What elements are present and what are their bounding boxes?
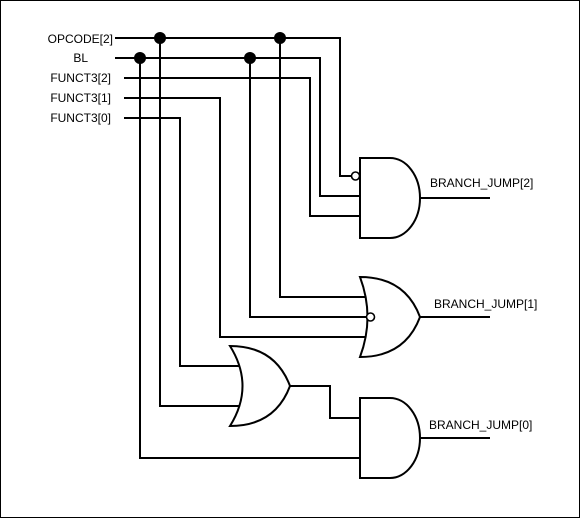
and-gate-top [359, 157, 421, 239]
junction-dot [274, 32, 286, 44]
wire-bl-to-and-top [115, 57, 360, 197]
output-label-bj2: BRANCH_JUMP[2] [430, 176, 533, 190]
input-label-funct3-1: FUNCT3[1] [50, 91, 111, 105]
wire-or-low-to-and-bottom [290, 385, 360, 419]
wire-funct3-2-to-and-top [124, 77, 360, 217]
output-label-bj0: BRANCH_JUMP[0] [429, 418, 532, 432]
and-gate-bottom [359, 397, 421, 479]
input-label-opcode2: OPCODE[2] [48, 32, 113, 46]
wire-opcode2-tap-or-mid [279, 38, 371, 298]
output-label-bj1: BRANCH_JUMP[1] [434, 297, 537, 311]
junction-dot [154, 32, 166, 44]
wire-funct3-0-to-or-low [124, 117, 243, 367]
wire-funct3-1-to-or-mid [124, 97, 370, 338]
junction-dot [134, 52, 146, 64]
input-label-bl: BL [73, 51, 88, 65]
input-label-funct3-0: FUNCT3[0] [50, 111, 111, 125]
wire-bl-tap-and-bottom [139, 58, 360, 459]
inverter-bubble [350, 171, 361, 181]
input-label-funct3-2: FUNCT3[2] [50, 71, 111, 85]
inverter-bubble [365, 312, 376, 322]
junction-dot [244, 52, 256, 64]
wire-opcode2-tap-or-low [159, 38, 243, 407]
wire-opcode2-to-and-top [115, 37, 351, 177]
or-gate-low [228, 344, 292, 428]
wire-bl-tap-or-mid [249, 58, 366, 318]
